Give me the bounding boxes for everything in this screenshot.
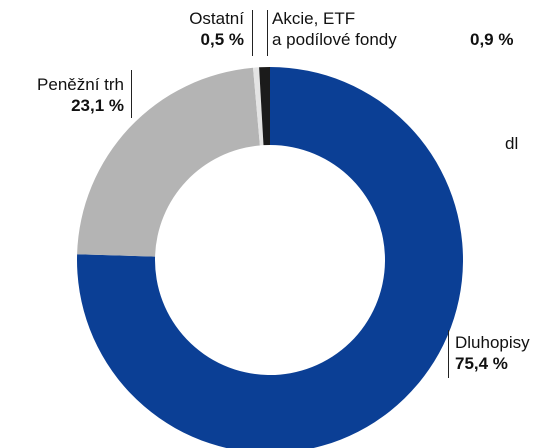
slice: [77, 67, 260, 257]
category-label: Akcie, ETF a podílové fondy: [272, 9, 397, 49]
annotation: dl: [505, 134, 519, 153]
label-line: [252, 10, 253, 56]
category-label: Ostatní: [189, 9, 244, 28]
value-label: 75,4 %: [455, 354, 508, 373]
slice: [77, 67, 463, 448]
label-line: [448, 330, 449, 378]
category-label: Peněžní trh: [37, 75, 124, 94]
label-line: [131, 70, 132, 118]
slice: [253, 67, 264, 146]
category-label: Dluhopisy: [455, 333, 530, 352]
value-label: 0,9 %: [470, 30, 514, 49]
label-line: [267, 10, 268, 56]
slice: [259, 67, 270, 146]
value-label: 0,5 %: [200, 30, 244, 49]
value-label: 23,1 %: [71, 96, 124, 115]
